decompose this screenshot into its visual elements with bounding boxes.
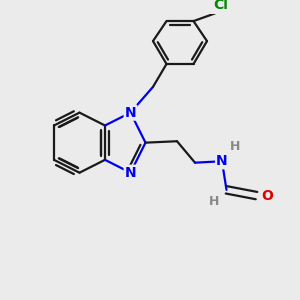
Text: N: N	[125, 106, 136, 120]
Text: N: N	[125, 166, 136, 180]
Text: H: H	[230, 140, 241, 154]
Text: N: N	[216, 154, 228, 168]
Text: Cl: Cl	[213, 0, 228, 12]
Text: O: O	[261, 189, 273, 202]
Text: H: H	[209, 195, 220, 208]
